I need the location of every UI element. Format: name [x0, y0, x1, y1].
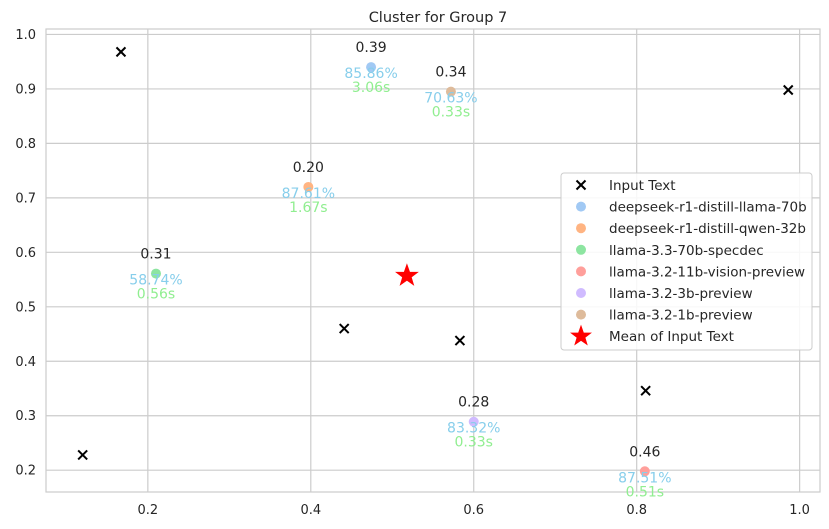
legend-marker-input-text	[575, 179, 587, 191]
legend-marker	[576, 266, 586, 277]
legend-marker	[576, 244, 586, 255]
y-tick-label: 0.2	[15, 464, 36, 479]
marker-stroke	[575, 179, 587, 191]
y-axis-ticks: 0.2 0.3 0.4 0.5 0.6 0.7 0.8 0.9 1.0	[15, 28, 36, 479]
x-tick-label: 0.4	[300, 503, 321, 518]
legend-box	[560, 172, 813, 351]
y-tick-label: 0.9	[15, 82, 36, 97]
input-text-point	[454, 335, 466, 346]
point-labels: 0.39 85.86%3.06s 0.20 87.61%1.67s 0.31 58.74%…	[129, 40, 671, 500]
x-tick-label: 1.0	[789, 503, 810, 518]
model-point	[468, 416, 479, 427]
input-text-point	[77, 449, 88, 461]
score-label: 0.28	[458, 395, 489, 411]
input-text-point	[115, 46, 127, 58]
time-label: 0.33s	[455, 435, 493, 451]
marker-stroke	[338, 323, 350, 334]
time-label: 0.33s	[432, 105, 470, 121]
input-text-point	[640, 385, 651, 396]
model-point	[445, 86, 456, 97]
x-tick-label: 0.2	[137, 503, 158, 518]
score-label: 0.20	[293, 160, 324, 176]
plot-area-border	[45, 28, 821, 493]
legend-marker	[576, 309, 586, 320]
legend-label: Mean of Input Text	[609, 329, 734, 345]
time-label: 0.56s	[137, 287, 175, 303]
legend: Input Text deepseek-r1-distill-llama-70b d…	[560, 172, 813, 351]
score-label: 0.31	[140, 247, 171, 263]
data-points	[77, 46, 794, 477]
input-text-point	[783, 84, 794, 96]
time-label: 3.06s	[352, 80, 390, 96]
score-label: 0.39	[355, 40, 386, 56]
model-point	[303, 181, 314, 192]
legend-items: Input Text deepseek-r1-distill-llama-70b d…	[570, 178, 807, 346]
y-tick-label: 0.4	[15, 355, 36, 370]
x-axis-ticks: 0.2 0.4 0.6 0.8 1.0	[137, 503, 809, 518]
legend-label: deepseek-r1-distill-qwen-32b	[609, 221, 806, 237]
legend-marker-mean	[570, 324, 592, 346]
accuracy-label: 87.51%	[618, 470, 671, 486]
legend-label: llama-3.2-11b-vision-preview	[609, 264, 805, 280]
legend-label: Input Text	[609, 178, 676, 194]
x-tick-label: 0.8	[626, 503, 647, 518]
y-tick-label: 0.6	[15, 246, 36, 261]
marker-stroke	[783, 84, 794, 96]
score-label: 0.46	[629, 444, 660, 460]
accuracy-label: 58.74%	[129, 273, 182, 289]
input-text-point	[338, 323, 350, 334]
y-tick-label: 0.5	[15, 300, 36, 315]
chart-title: Cluster for Group 7	[369, 10, 508, 26]
legend-marker	[576, 223, 586, 234]
marker-stroke	[454, 335, 466, 346]
marker-stroke	[640, 385, 651, 396]
model-point	[366, 62, 377, 73]
model-point	[150, 268, 161, 279]
time-label: 1.67s	[289, 200, 327, 216]
mean-star	[395, 263, 419, 286]
y-tick-label: 0.3	[15, 409, 36, 424]
marker-stroke	[115, 46, 127, 58]
model-point	[639, 466, 650, 477]
score-label: 0.34	[435, 65, 466, 81]
accuracy-label: 87.61%	[282, 186, 335, 202]
y-tick-label: 0.7	[15, 191, 36, 206]
accuracy-label: 70.63%	[424, 91, 477, 107]
y-tick-label: 0.8	[15, 137, 36, 152]
accuracy-label: 85.86%	[344, 66, 397, 82]
time-label: 0.51s	[626, 484, 664, 500]
legend-label: llama-3.2-1b-preview	[609, 308, 753, 324]
legend-marker	[576, 201, 586, 212]
legend-label: deepseek-r1-distill-llama-70b	[609, 200, 807, 216]
marker-stroke	[77, 449, 88, 461]
y-tick-label: 1.0	[15, 28, 36, 43]
accuracy-label: 83.32%	[447, 421, 500, 437]
x-tick-label: 0.6	[463, 503, 484, 518]
legend-marker	[576, 288, 586, 298]
legend-label: llama-3.3-70b-specdec	[609, 243, 764, 259]
legend-label: llama-3.2-3b-preview	[609, 286, 753, 302]
